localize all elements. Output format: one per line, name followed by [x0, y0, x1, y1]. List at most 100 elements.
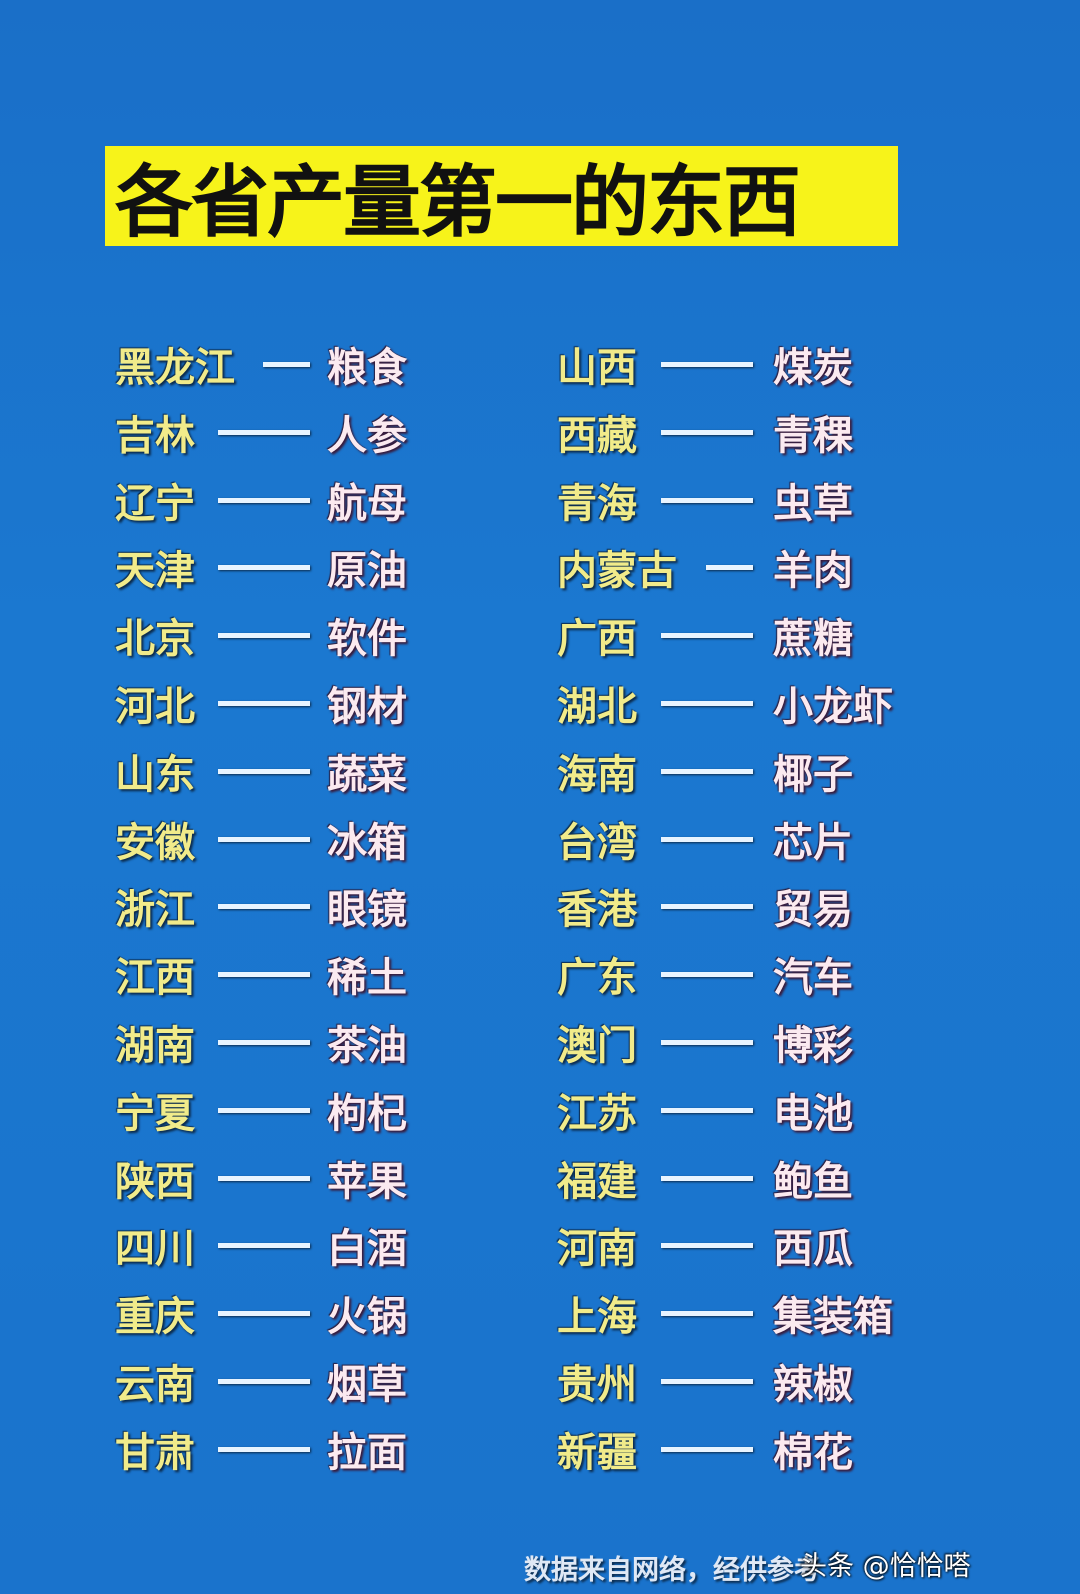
- list-item: 山东 蔬菜: [0, 741, 1080, 801]
- product-name: 稀土: [327, 955, 407, 1002]
- dash-separator: [218, 1243, 310, 1249]
- list-item: 广东 汽车: [0, 944, 1080, 1004]
- product-name: 汽车: [773, 955, 853, 1002]
- product-name: 软件: [327, 616, 407, 663]
- dash-separator: [218, 633, 310, 639]
- product-name: 煤炭: [773, 345, 853, 391]
- dash-separator: [218, 836, 310, 842]
- dash-separator: [218, 904, 310, 910]
- province-name: 青海: [557, 480, 637, 527]
- province-name: 陕西: [115, 1158, 195, 1205]
- dash-separator: [218, 701, 310, 706]
- list-item: 香港 贸易: [0, 876, 1080, 936]
- product-name: 粮食: [327, 345, 407, 391]
- dash-separator: [661, 362, 753, 367]
- product-name: 火锅: [327, 1294, 407, 1341]
- product-name: 航母: [327, 480, 407, 527]
- list-item: 广西 蔗糖: [0, 605, 1080, 665]
- product-name: 蔗糖: [773, 616, 853, 663]
- product-name: 电池: [773, 1090, 853, 1137]
- list-item: 青海 虫草: [0, 470, 1080, 530]
- province-name: 安徽: [115, 819, 195, 866]
- dash-separator: [661, 1311, 753, 1317]
- dash-separator: [218, 1175, 310, 1181]
- dash-separator: [661, 633, 753, 639]
- dash-separator: [218, 1311, 310, 1317]
- province-name: 新疆: [557, 1429, 637, 1476]
- product-name: 拉面: [327, 1429, 407, 1476]
- list-item: 浙江 眼镜: [0, 876, 1080, 936]
- product-name: 羊肉: [773, 548, 853, 595]
- list-item: 天津 原油: [0, 537, 1080, 597]
- province-name: 澳门: [557, 1023, 637, 1069]
- dash-separator: [661, 904, 753, 910]
- province-name: 重庆: [115, 1294, 195, 1341]
- province-name: 江西: [115, 955, 195, 1002]
- province-name: 内蒙古: [557, 548, 677, 595]
- list-item: 江西 稀土: [0, 944, 1080, 1004]
- dash-separator: [661, 1379, 753, 1384]
- province-name: 广东: [557, 955, 637, 1002]
- dash-separator: [661, 1175, 753, 1181]
- province-name: 福建: [557, 1158, 637, 1205]
- dash-separator: [661, 1107, 753, 1113]
- list-item: 河北 钢材: [0, 673, 1080, 733]
- list-item: 吉林 人参: [0, 402, 1080, 462]
- list-item: 宁夏 枸杞: [0, 1080, 1080, 1140]
- list-item: 新疆 棉花: [0, 1419, 1080, 1479]
- province-name: 天津: [115, 548, 195, 595]
- list-item: 湖南 茶油: [0, 1012, 1080, 1072]
- list-item: 台湾 芯片: [0, 809, 1080, 869]
- list-item: 西藏 青稞: [0, 402, 1080, 462]
- product-name: 贸易: [773, 887, 853, 934]
- province-name: 辽宁: [115, 480, 195, 527]
- list-item: 四川 白酒: [0, 1215, 1080, 1275]
- list-item: 黑龙江 粮食: [0, 334, 1080, 394]
- dash-separator: [218, 972, 310, 978]
- dash-separator: [706, 565, 753, 571]
- product-name: 钢材: [327, 684, 407, 730]
- product-name: 茶油: [327, 1023, 407, 1069]
- dash-separator: [661, 1243, 753, 1249]
- product-name: 原油: [327, 548, 407, 595]
- list-item: 湖北 小龙虾: [0, 673, 1080, 733]
- product-name: 椰子: [773, 751, 853, 798]
- dash-separator: [218, 1446, 310, 1452]
- province-name: 山东: [115, 751, 195, 798]
- dash-separator: [661, 1446, 753, 1452]
- product-name: 博彩: [773, 1023, 853, 1069]
- province-name: 黑龙江: [115, 345, 235, 391]
- dash-separator: [218, 497, 310, 503]
- list-item: 福建 鲍鱼: [0, 1148, 1080, 1208]
- list-item: 云南 烟草: [0, 1351, 1080, 1411]
- dash-separator: [661, 836, 753, 842]
- list-item: 江苏 电池: [0, 1080, 1080, 1140]
- list-item: 澳门 博彩: [0, 1012, 1080, 1072]
- product-name: 蔬菜: [327, 751, 407, 798]
- product-name: 小龙虾: [773, 684, 893, 730]
- list-item: 陕西 苹果: [0, 1148, 1080, 1208]
- product-name: 烟草: [327, 1362, 407, 1408]
- province-name: 贵州: [557, 1362, 637, 1408]
- product-name: 眼镜: [327, 887, 407, 934]
- product-name: 苹果: [327, 1158, 407, 1205]
- province-name: 江苏: [557, 1090, 637, 1137]
- product-name: 白酒: [327, 1226, 407, 1273]
- watermark: 头条 @恰恰嗒: [800, 1551, 971, 1582]
- dash-separator: [218, 1379, 310, 1384]
- province-name: 西藏: [557, 412, 637, 459]
- list-item: 山西 煤炭: [0, 334, 1080, 394]
- dash-separator: [661, 1040, 753, 1045]
- product-name: 辣椒: [773, 1362, 853, 1408]
- province-name: 海南: [557, 751, 637, 798]
- province-name: 云南: [115, 1362, 195, 1408]
- province-name: 河北: [115, 684, 195, 730]
- product-name: 芯片: [773, 819, 853, 866]
- dash-separator: [218, 565, 310, 571]
- list-item: 河南 西瓜: [0, 1215, 1080, 1275]
- product-name: 人参: [327, 412, 407, 459]
- list-item: 重庆 火锅: [0, 1283, 1080, 1343]
- province-name: 山西: [557, 345, 637, 391]
- product-name: 青稞: [773, 412, 853, 459]
- list-item: 安徽 冰箱: [0, 809, 1080, 869]
